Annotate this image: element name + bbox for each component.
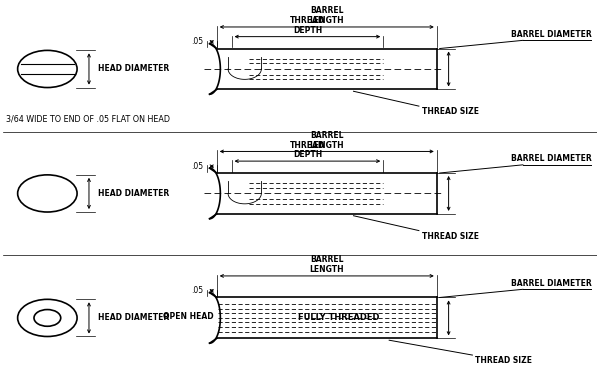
Text: BARREL DIAMETER: BARREL DIAMETER [511, 279, 591, 288]
Text: BARREL
LENGTH: BARREL LENGTH [310, 131, 344, 150]
Text: 3/64 WIDE TO END OF .05 FLAT ON HEAD: 3/64 WIDE TO END OF .05 FLAT ON HEAD [6, 115, 170, 124]
Text: THREAD
DEPTH: THREAD DEPTH [290, 16, 325, 35]
Text: HEAD DIAMETER: HEAD DIAMETER [98, 65, 169, 73]
Text: .05: .05 [191, 162, 203, 171]
Text: BARREL
LENGTH: BARREL LENGTH [310, 6, 344, 25]
Text: .05: .05 [191, 37, 203, 46]
Text: FULLY THREADED: FULLY THREADED [298, 313, 379, 322]
Text: THREAD
DEPTH: THREAD DEPTH [290, 141, 325, 159]
Text: .05: .05 [191, 286, 203, 295]
Text: THREAD SIZE: THREAD SIZE [475, 356, 532, 365]
Text: HEAD DIAMETER: HEAD DIAMETER [98, 189, 169, 198]
Text: BARREL DIAMETER: BARREL DIAMETER [511, 30, 591, 39]
Text: BARREL DIAMETER: BARREL DIAMETER [511, 154, 591, 163]
Text: THREAD SIZE: THREAD SIZE [422, 232, 479, 241]
Text: OPEN HEAD: OPEN HEAD [163, 312, 214, 320]
Text: THREAD SIZE: THREAD SIZE [422, 107, 479, 116]
Text: BARREL
LENGTH: BARREL LENGTH [310, 256, 344, 274]
Text: HEAD DIAMETER: HEAD DIAMETER [98, 313, 169, 322]
